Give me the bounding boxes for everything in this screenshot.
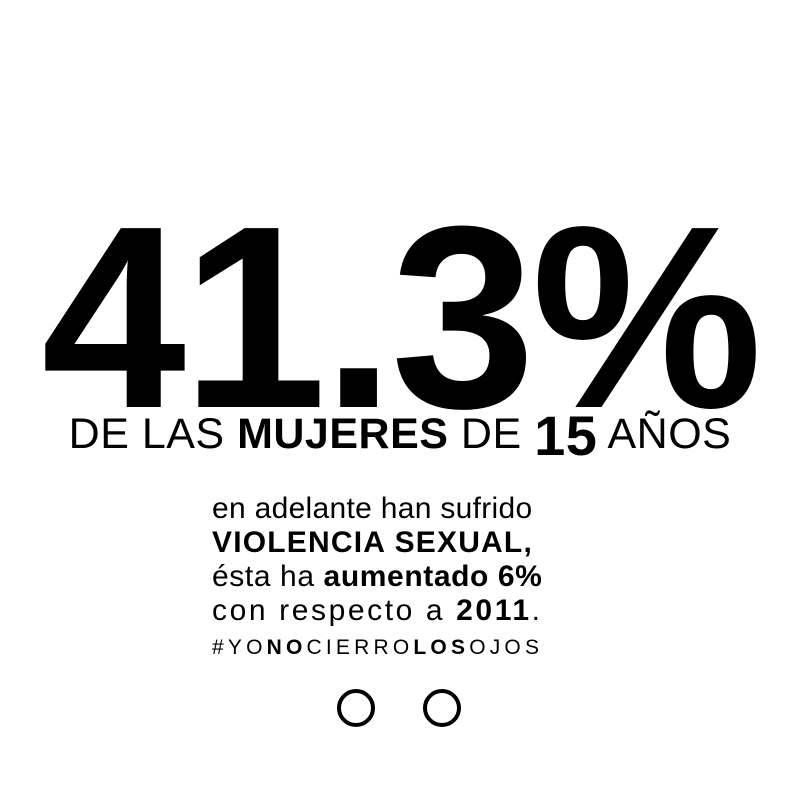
headline: DE LAS MUJERES DE 15 AÑOS (0, 408, 800, 464)
body-text: en adelante han sufrido VIOLENCIA SEXUAL… (212, 492, 543, 628)
main-statistic: 41.3% (41, 173, 762, 463)
hashtag-part-1: #YO (212, 636, 267, 659)
headline-part-3: DE (448, 410, 535, 458)
headline-women: MUJERES (237, 410, 449, 458)
body-line-3-a: ésta ha (212, 560, 324, 593)
right-circle-icon (423, 689, 461, 727)
body-line-4-c: . (531, 594, 543, 627)
body-line-1: en adelante han sufrido (212, 492, 533, 525)
hashtag: #YONOCIERROLOSOJOS (212, 636, 543, 660)
hashtag-part-4: LOS (413, 636, 470, 659)
body-line-2: VIOLENCIA SEXUAL, (212, 526, 533, 559)
left-circle-icon (337, 689, 375, 727)
body-line-4-b: 2011 (456, 594, 532, 627)
hashtag-part-3: CIERRO (306, 636, 414, 659)
headline-part-1: DE LAS (68, 410, 238, 458)
body-line-4-a: con respecto a (212, 594, 457, 627)
body-line-3-b: aumentado 6% (323, 560, 543, 593)
hashtag-part-2: NO (266, 636, 307, 659)
body-line-3: ésta ha aumentado 6% (212, 560, 543, 594)
body-line-4: con respecto a 2011. (212, 594, 543, 628)
hashtag-part-5: OJOS (469, 636, 544, 659)
two-open-circles-icon (337, 689, 467, 727)
headline-age: 15 (534, 404, 598, 467)
headline-years: AÑOS (597, 410, 732, 458)
